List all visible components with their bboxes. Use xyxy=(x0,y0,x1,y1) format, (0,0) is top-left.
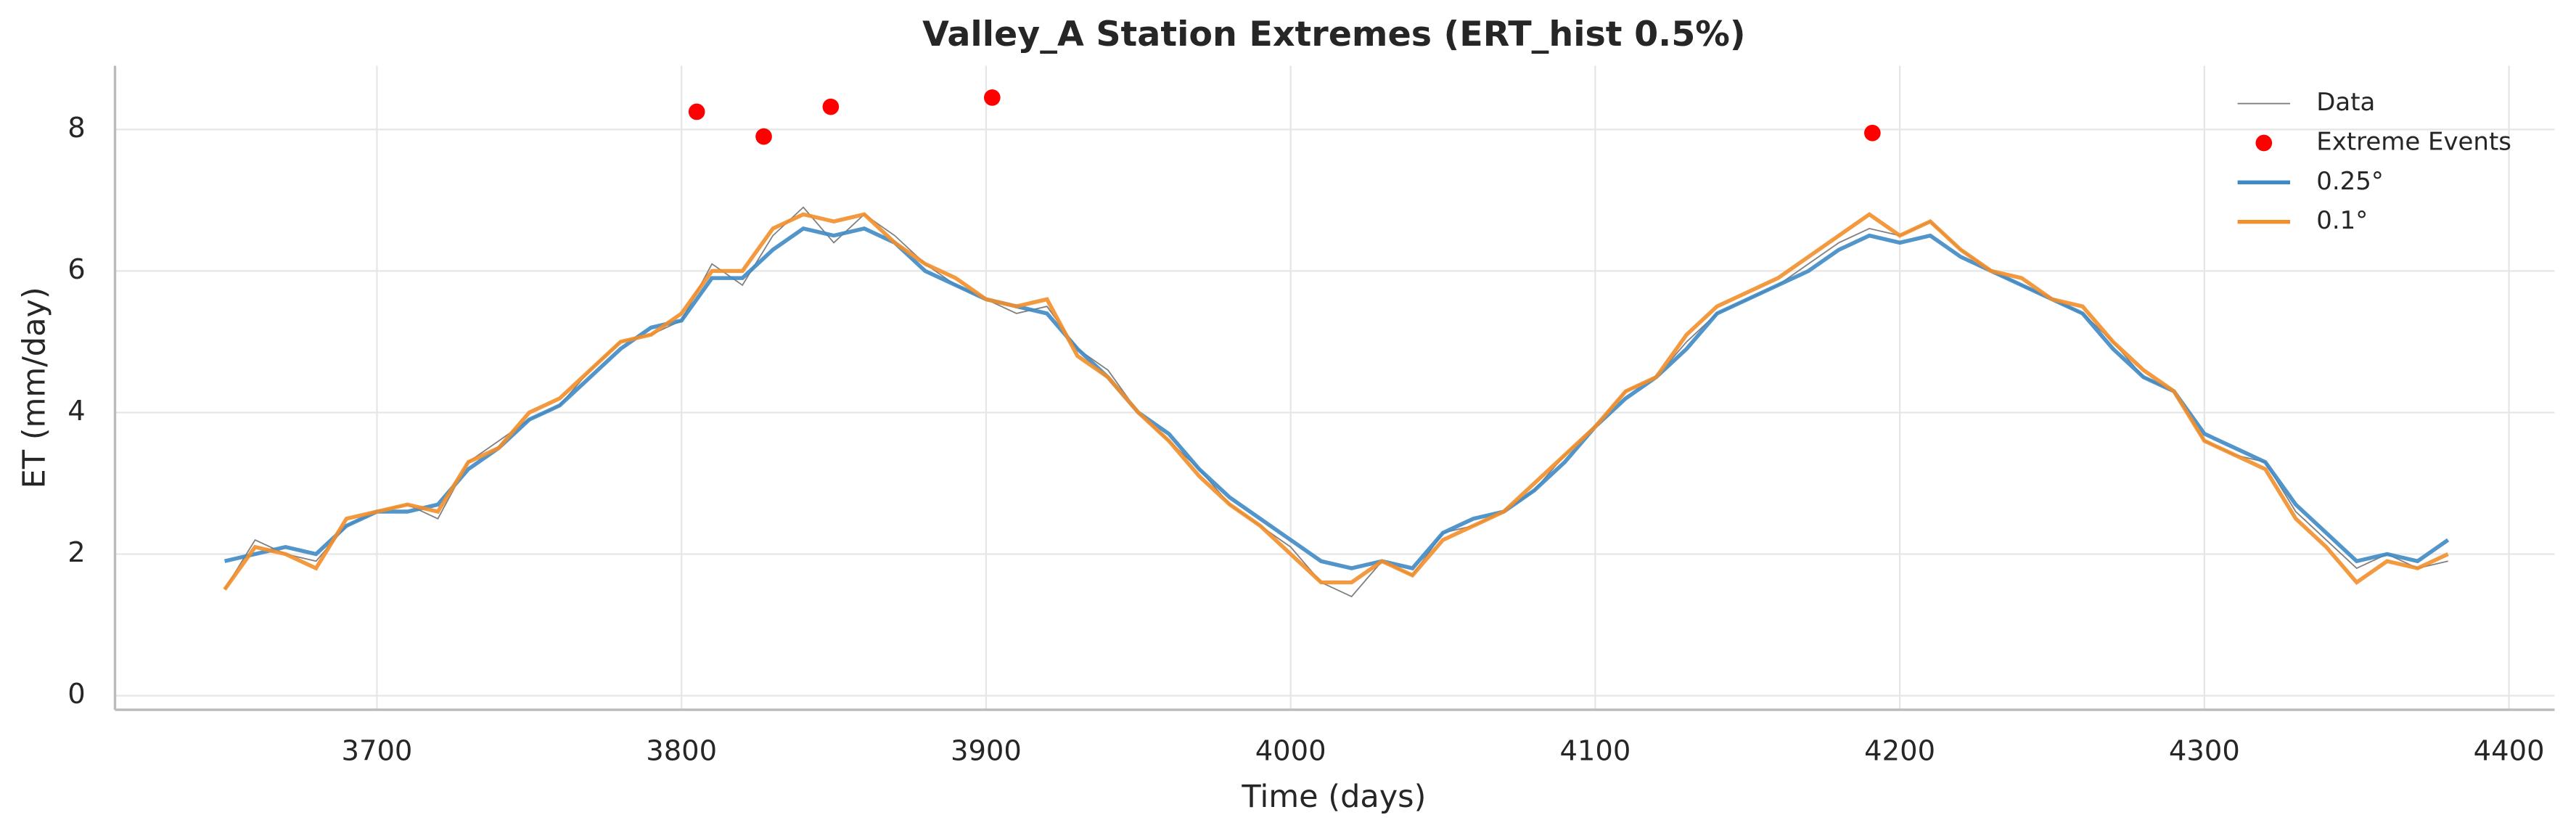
x-tick-label: 4300 xyxy=(2169,734,2240,767)
x-tick-label: 3900 xyxy=(951,734,1022,767)
y-tick-label: 0 xyxy=(67,678,85,710)
x-tick-label: 4100 xyxy=(1559,734,1630,767)
series-line xyxy=(223,226,2450,571)
y-tick-label: 2 xyxy=(67,536,85,569)
x-tick-label: 3700 xyxy=(342,734,413,767)
legend-label: Extreme Events xyxy=(2316,128,2511,157)
x-tick-label: 4200 xyxy=(1864,734,1935,767)
y-axis-label: ET (mm/day) xyxy=(16,287,52,488)
extreme-point xyxy=(755,128,772,145)
y-tick-label: 8 xyxy=(67,112,85,144)
x-axis-label: Time (days) xyxy=(1241,779,1426,815)
legend-label: Data xyxy=(2316,88,2375,117)
x-tick-label: 4000 xyxy=(1255,734,1326,767)
extreme-point xyxy=(1864,124,1881,142)
extreme-point xyxy=(984,89,1001,106)
extreme-point xyxy=(822,98,840,115)
extreme-point xyxy=(688,103,705,120)
series-line xyxy=(223,206,2448,598)
series-line xyxy=(223,212,2449,591)
x-tick-label: 3800 xyxy=(646,734,717,767)
x-tick-label: 4400 xyxy=(2474,734,2545,767)
legend-marker xyxy=(2255,134,2273,152)
legend-label: 0.1° xyxy=(2316,206,2368,235)
chart-title: Valley_A Station Extremes (ERT_hist 0.5%… xyxy=(922,15,1745,54)
y-tick-label: 4 xyxy=(67,395,85,427)
legend-label: 0.25° xyxy=(2316,167,2384,196)
y-tick-label: 6 xyxy=(67,253,85,286)
